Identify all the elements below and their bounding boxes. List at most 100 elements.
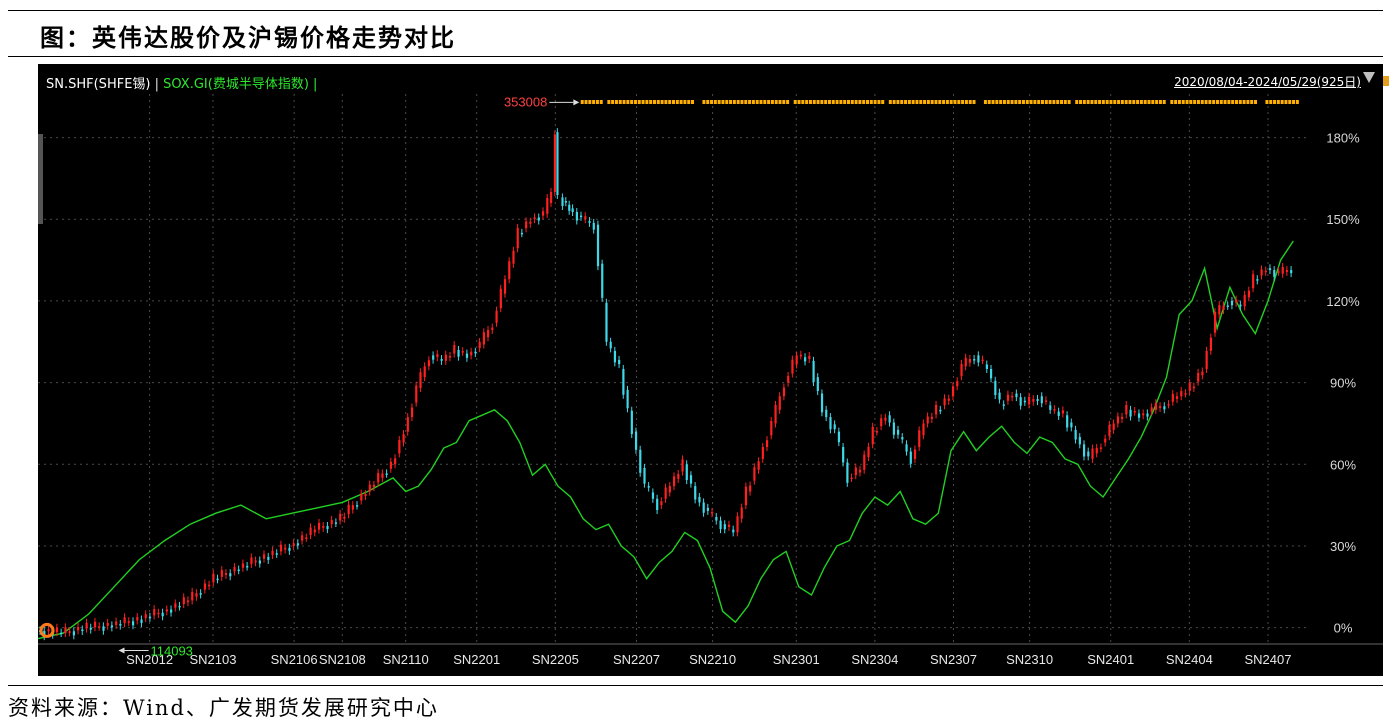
date-range-selector[interactable]: 2020/08/04-2024/05/29(925日)	[1174, 75, 1361, 89]
tin-candle	[153, 609, 156, 616]
tin-candle	[740, 507, 743, 519]
marker-dot	[968, 100, 972, 104]
marker-dot	[1208, 100, 1212, 104]
tin-candle	[102, 626, 105, 631]
chart-panel[interactable]: 0% 30% 60% 90% 120% 150% 180% SN2012 SN2103 SN210…	[38, 64, 1389, 676]
marker-dot	[1052, 100, 1056, 104]
tin-candle	[541, 211, 545, 216]
tin-candle	[322, 526, 325, 528]
tin-candle	[216, 578, 219, 581]
x-tick-label: SN2205	[532, 652, 579, 667]
marker-dot	[584, 100, 588, 104]
marker-dot	[972, 100, 976, 104]
start-marker-icon	[39, 622, 55, 638]
tin-candle	[241, 563, 245, 568]
dropdown-triangle-icon[interactable]	[1363, 72, 1375, 83]
marker-dot	[862, 100, 866, 104]
tin-candle	[685, 464, 688, 481]
tin-candle	[736, 516, 739, 533]
tin-candle	[1036, 398, 1039, 402]
marker-dot	[1101, 100, 1105, 104]
y-tick-label: 30%	[1330, 539, 1356, 554]
x-tick-label: SN2310	[1006, 652, 1053, 667]
marker-dot	[1098, 100, 1102, 104]
marker-dot	[995, 100, 999, 104]
max-value-label: 353008	[504, 94, 547, 109]
marker-dot	[1018, 100, 1022, 104]
marker-dot	[942, 100, 946, 104]
marker-dot	[1109, 100, 1113, 104]
tin-candle	[444, 354, 447, 361]
tin-candle	[1049, 405, 1052, 410]
tin-candle	[613, 350, 617, 363]
marker-dot	[1280, 100, 1284, 104]
marker-dot	[1063, 100, 1067, 104]
marker-dot	[1189, 100, 1193, 104]
tin-candle	[356, 505, 359, 507]
tin-candle	[905, 444, 908, 452]
tin-candle	[279, 544, 283, 552]
legend-series-a[interactable]: SN.SHF(SHFE锡)	[46, 77, 151, 92]
source-note: 资料来源：Wind、广发期货发展研究中心	[8, 696, 439, 720]
marker-dot	[770, 100, 774, 104]
tin-candle	[723, 524, 726, 530]
marker-dot	[1143, 100, 1147, 104]
marker-dot	[778, 100, 782, 104]
tin-candle	[854, 467, 857, 476]
marker-dot	[626, 100, 630, 104]
tin-candle	[313, 529, 316, 533]
tin-candle	[1256, 279, 1259, 281]
tin-candle	[808, 355, 811, 360]
marker-dot	[1177, 100, 1181, 104]
left-scroll-handle[interactable]	[38, 134, 43, 224]
tin-candle	[284, 547, 287, 550]
tin-candle	[364, 493, 367, 497]
tin-candle	[224, 573, 228, 576]
legend-series-b[interactable]: SOX.GI(费城半导体指数)	[163, 77, 309, 92]
marker-dot	[607, 100, 611, 104]
tin-candle	[478, 342, 481, 349]
tin-candle	[98, 626, 101, 628]
tin-candle	[689, 475, 693, 484]
tin-candle	[385, 473, 388, 475]
marker-dot	[1048, 100, 1052, 104]
tin-candle	[1260, 269, 1263, 276]
tin-candle	[960, 363, 963, 377]
side-tab-icon[interactable]	[1383, 76, 1389, 86]
chart-canvas[interactable]: 0% 30% 60% 90% 120% 150% 180% SN2012 SN2103 SN210…	[38, 64, 1383, 676]
tin-candle	[863, 454, 866, 470]
tin-candle	[55, 627, 59, 633]
tin-candle	[131, 621, 135, 626]
marker-dot	[877, 100, 881, 104]
marker-dot	[1250, 100, 1254, 104]
marker-dot	[740, 100, 744, 104]
tin-candle	[136, 617, 139, 621]
tin-candle	[816, 377, 819, 392]
marker-dot	[1124, 100, 1128, 104]
marker-dot	[797, 100, 801, 104]
tin-candle	[782, 387, 786, 397]
marker-dot	[611, 100, 615, 104]
marker-dot	[1079, 100, 1083, 104]
tin-candle	[351, 505, 354, 510]
tin-candle	[651, 492, 655, 499]
tin-candle	[571, 208, 574, 212]
tin-candle	[791, 359, 794, 374]
marker-dot	[1227, 100, 1231, 104]
marker-dot	[1162, 100, 1166, 104]
marker-dot	[1010, 100, 1014, 104]
marker-dot	[592, 100, 596, 104]
tin-candle	[182, 597, 185, 605]
marker-dot	[983, 100, 987, 104]
marker-dot	[926, 100, 930, 104]
tin-candle	[1218, 305, 1221, 315]
tin-candle	[875, 431, 879, 433]
tin-candle	[1175, 396, 1179, 399]
tin-candle	[457, 349, 460, 357]
tin-candle	[749, 485, 752, 492]
marker-dot	[869, 100, 873, 104]
figure-title: 图：英伟达股价及沪锡价格走势对比	[40, 24, 456, 52]
tin-candle	[309, 527, 312, 536]
tin-candle	[744, 486, 748, 506]
tin-candle	[698, 496, 701, 503]
